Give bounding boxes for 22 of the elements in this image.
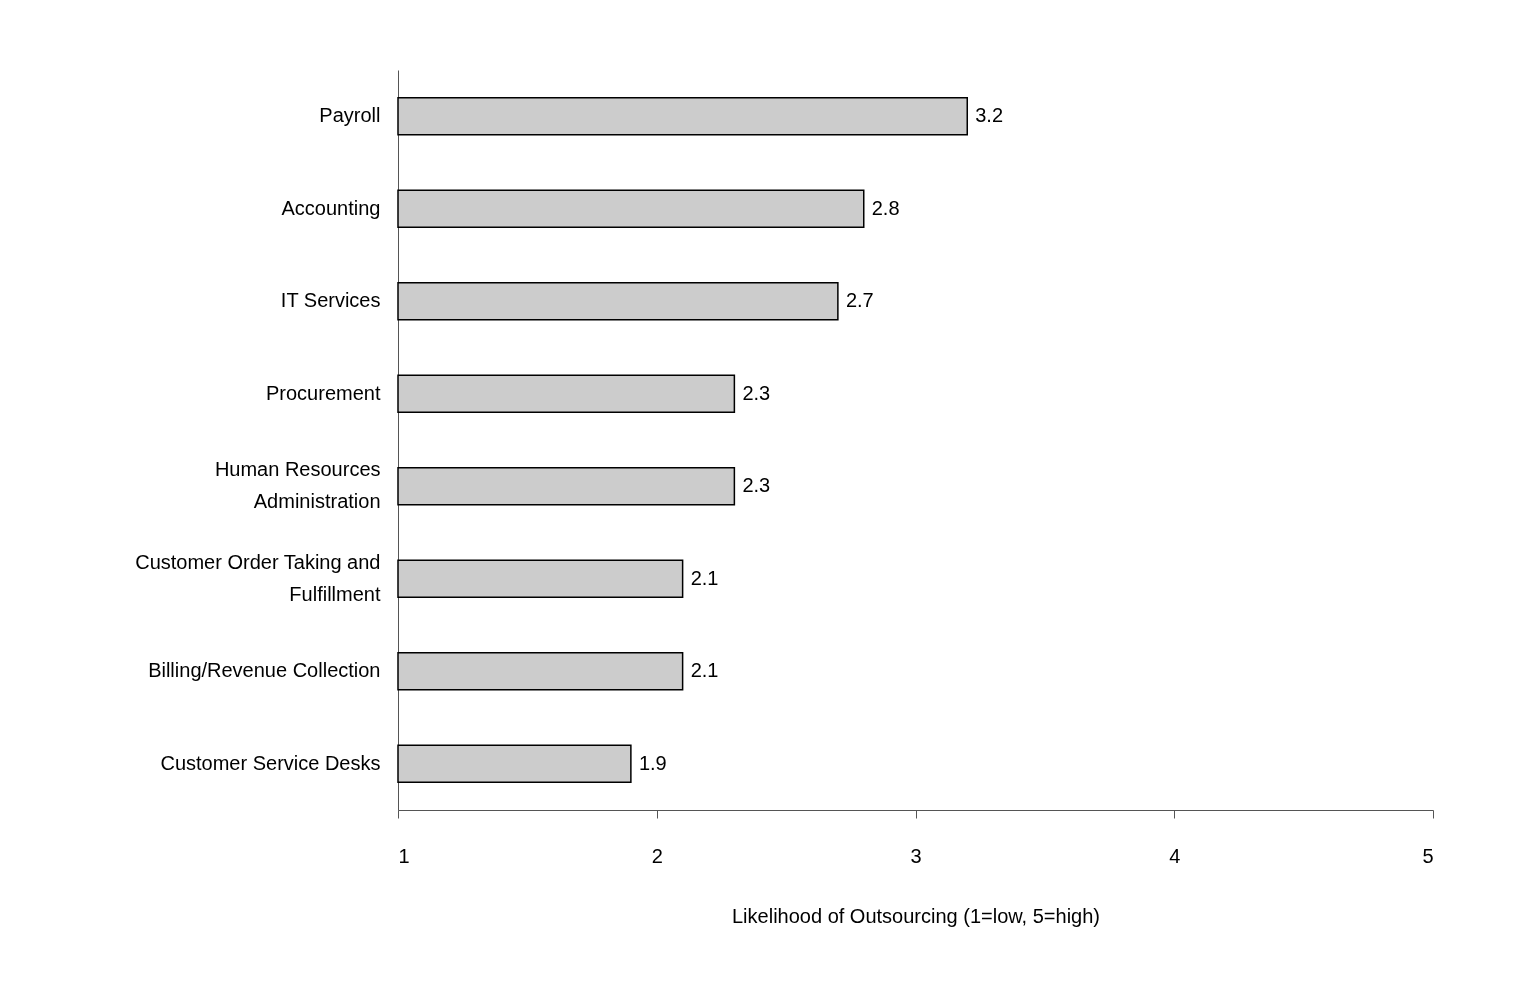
data-label: 2.3 [742, 474, 771, 497]
x-tick-label: 4 [1169, 844, 1181, 867]
data-label: 2.1 [690, 566, 719, 589]
y-tick-label: Customer Service Desks [160, 751, 381, 774]
y-tick-label: Procurement [266, 381, 381, 404]
data-label: 2.1 [690, 659, 719, 682]
y-tick-label: Customer Order Taking and Fulfillment [135, 550, 381, 605]
data-label: 1.9 [638, 751, 667, 774]
y-tick-label: Payroll [319, 104, 381, 127]
x-tick-label: 2 [651, 844, 663, 867]
x-tick-label: 3 [910, 844, 922, 867]
data-label: 2.3 [742, 381, 771, 404]
x-axis-title: Likelihood of Outsourcing (1=low, 5=high) [731, 904, 1101, 927]
x-tick-label: 5 [1422, 844, 1434, 867]
data-label: 2.7 [845, 289, 874, 312]
data-label: 3.2 [975, 104, 1004, 127]
y-tick-label: Accounting [281, 196, 381, 219]
y-tick-label: Billing/Revenue Collection [148, 659, 381, 682]
y-tick-label: Human Resources Administration [214, 458, 381, 513]
data-label: 2.8 [871, 196, 900, 219]
y-tick-label: IT Services [280, 289, 381, 312]
x-tick-label: 1 [398, 844, 410, 867]
